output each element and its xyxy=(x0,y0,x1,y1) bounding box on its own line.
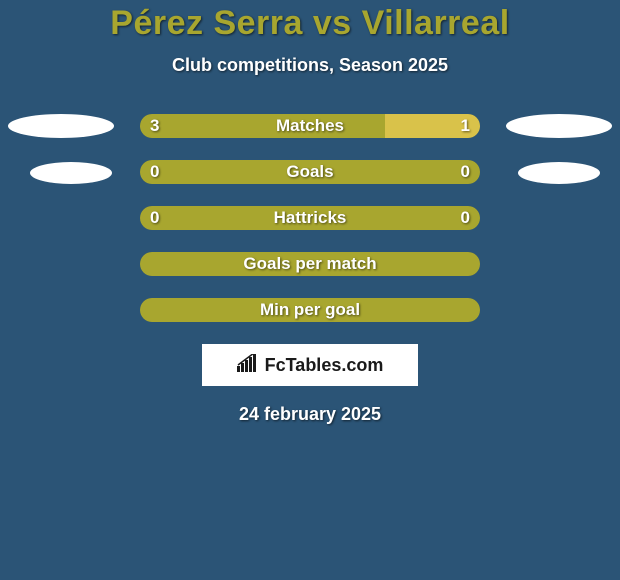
row-mpg: Min per goal xyxy=(0,298,620,322)
bar-gpm: Goals per match xyxy=(140,252,480,276)
bar-hattricks-left xyxy=(140,206,480,230)
value-goals-left: 0 xyxy=(150,160,159,184)
bar-matches-left xyxy=(140,114,385,138)
bar-chart-icon xyxy=(237,354,259,377)
bar-gpm-left xyxy=(140,252,480,276)
bar-goals: 0 Goals 0 xyxy=(140,160,480,184)
logo-text: FcTables.com xyxy=(265,355,384,376)
row-hattricks: 0 Hattricks 0 xyxy=(0,206,620,230)
bar-goals-left xyxy=(140,160,480,184)
value-goals-right: 0 xyxy=(461,160,470,184)
flag-badge-right xyxy=(518,162,600,184)
comparison-card: Pérez Serra vs Villarreal Club competiti… xyxy=(0,0,620,425)
row-gpm: Goals per match xyxy=(0,252,620,276)
footer-date: 24 february 2025 xyxy=(0,404,620,425)
value-matches-right: 1 xyxy=(461,114,470,138)
player-badge-right xyxy=(506,114,612,138)
page-subtitle: Club competitions, Season 2025 xyxy=(0,55,620,76)
value-hattricks-left: 0 xyxy=(150,206,159,230)
player-badge-left xyxy=(8,114,114,138)
stat-rows: 3 Matches 1 0 Goals 0 0 Hat xyxy=(0,114,620,322)
bar-matches: 3 Matches 1 xyxy=(140,114,480,138)
flag-badge-left xyxy=(30,162,112,184)
bar-mpg: Min per goal xyxy=(140,298,480,322)
bar-mpg-left xyxy=(140,298,480,322)
value-matches-left: 3 xyxy=(150,114,159,138)
row-matches: 3 Matches 1 xyxy=(0,114,620,138)
page-title: Pérez Serra vs Villarreal xyxy=(0,4,620,43)
logo-box: FcTables.com xyxy=(202,344,418,386)
value-hattricks-right: 0 xyxy=(461,206,470,230)
row-goals: 0 Goals 0 xyxy=(0,160,620,184)
bar-hattricks: 0 Hattricks 0 xyxy=(140,206,480,230)
